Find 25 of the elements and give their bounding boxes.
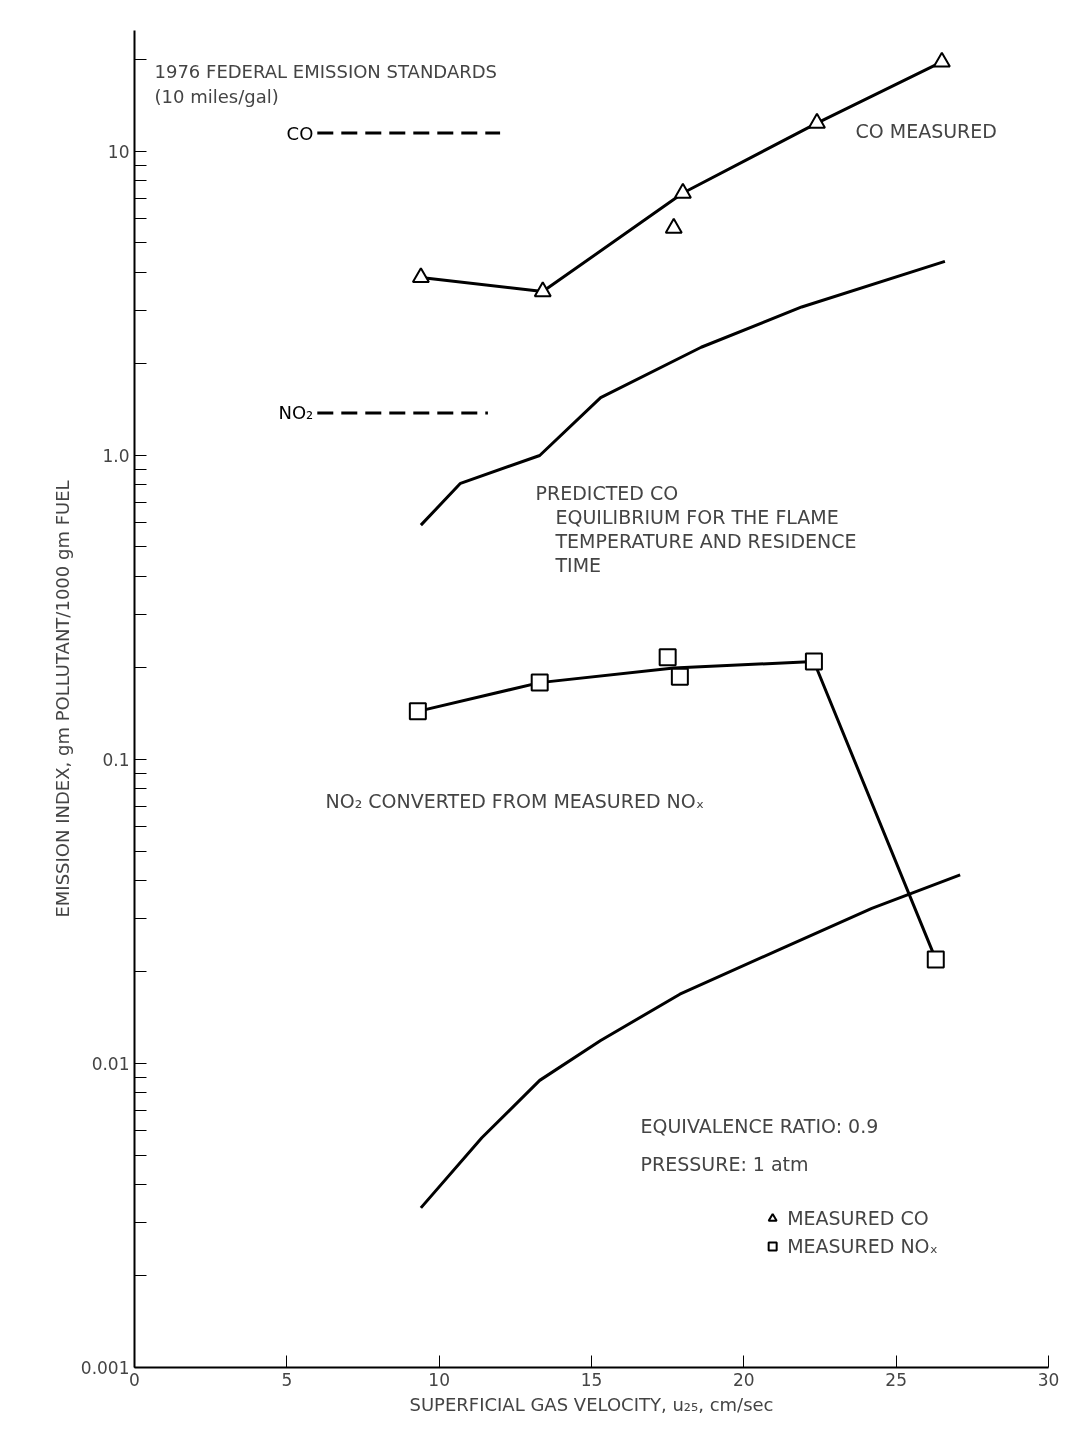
x-tick-label: 30 (1037, 1369, 1060, 1390)
annotation: EQUIVALENCE RATIO: 0.9 (640, 1114, 879, 1137)
y-tick-label: 1.0 (102, 445, 130, 466)
y-tick-label: 0.01 (91, 1053, 130, 1074)
x-tick-label: 0 (129, 1369, 140, 1390)
x-axis-title: SUPERFICIAL GAS VELOCITY, u₂₅, cm/sec (409, 1393, 774, 1415)
annotation: CO MEASURED (855, 119, 997, 142)
series-label: CO (286, 122, 314, 144)
x-tick-label: 10 (428, 1369, 450, 1390)
annotation: PREDICTED CO (535, 481, 679, 504)
annotation: NO₂ CONVERTED FROM MEASURED NOₓ (325, 789, 705, 812)
x-tick-label: 20 (733, 1369, 755, 1390)
x-tick-label: 25 (885, 1369, 907, 1390)
series-label: NO₂ (278, 402, 314, 424)
x-tick-label: 15 (580, 1369, 603, 1390)
y-tick-label: 10 (107, 141, 130, 162)
y-tick-label: 0.001 (80, 1358, 130, 1378)
text: 1976 FEDERAL EMISSION STANDARDS (10 miles/gal) (154, 60, 498, 107)
x-tick-label: 5 (281, 1369, 293, 1390)
y-tick-label: 0.1 (102, 749, 130, 770)
y-axis-title: EMISSION INDEX, gm POLLUTANT/1000 gm FUEL (51, 480, 73, 918)
legend-label: MEASURED NOₓ (787, 1235, 938, 1257)
annotation: PRESSURE: 1 atm (640, 1152, 809, 1175)
annotation: EQUILIBRIUM FOR THE FLAME TEMPERATURE AND RESIDENCE TIME (554, 505, 857, 576)
legend-label: MEASURED CO (787, 1207, 929, 1229)
